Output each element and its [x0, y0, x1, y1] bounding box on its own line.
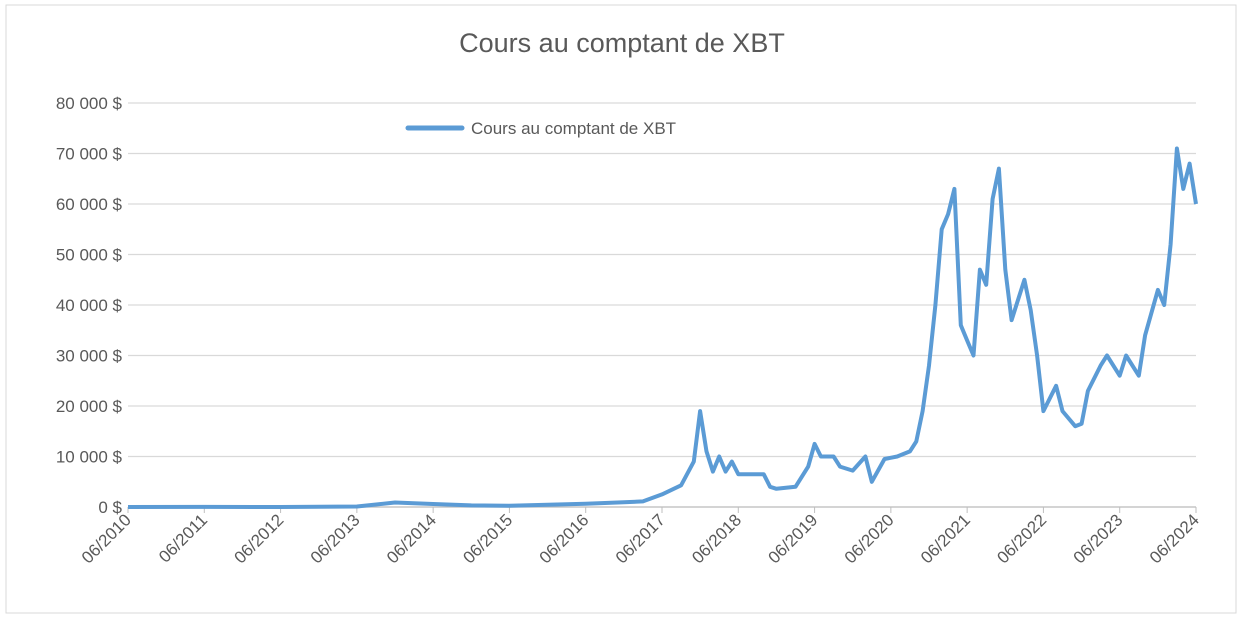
y-tick-label: 70 000 $ — [56, 145, 123, 164]
y-tick-label: 0 $ — [98, 498, 122, 517]
y-tick-label: 50 000 $ — [56, 246, 123, 265]
y-tick-label: 30 000 $ — [56, 347, 123, 366]
y-tick-label: 10 000 $ — [56, 448, 123, 467]
chart-title: Cours au comptant de XBT — [459, 28, 785, 58]
y-tick-label: 20 000 $ — [56, 397, 123, 416]
y-tick-label: 60 000 $ — [56, 195, 123, 214]
y-tick-label: 40 000 $ — [56, 296, 123, 315]
data-line — [127, 146, 1198, 509]
y-tick-label: 80 000 $ — [56, 94, 123, 113]
legend-label: Cours au comptant de XBT — [471, 119, 676, 138]
